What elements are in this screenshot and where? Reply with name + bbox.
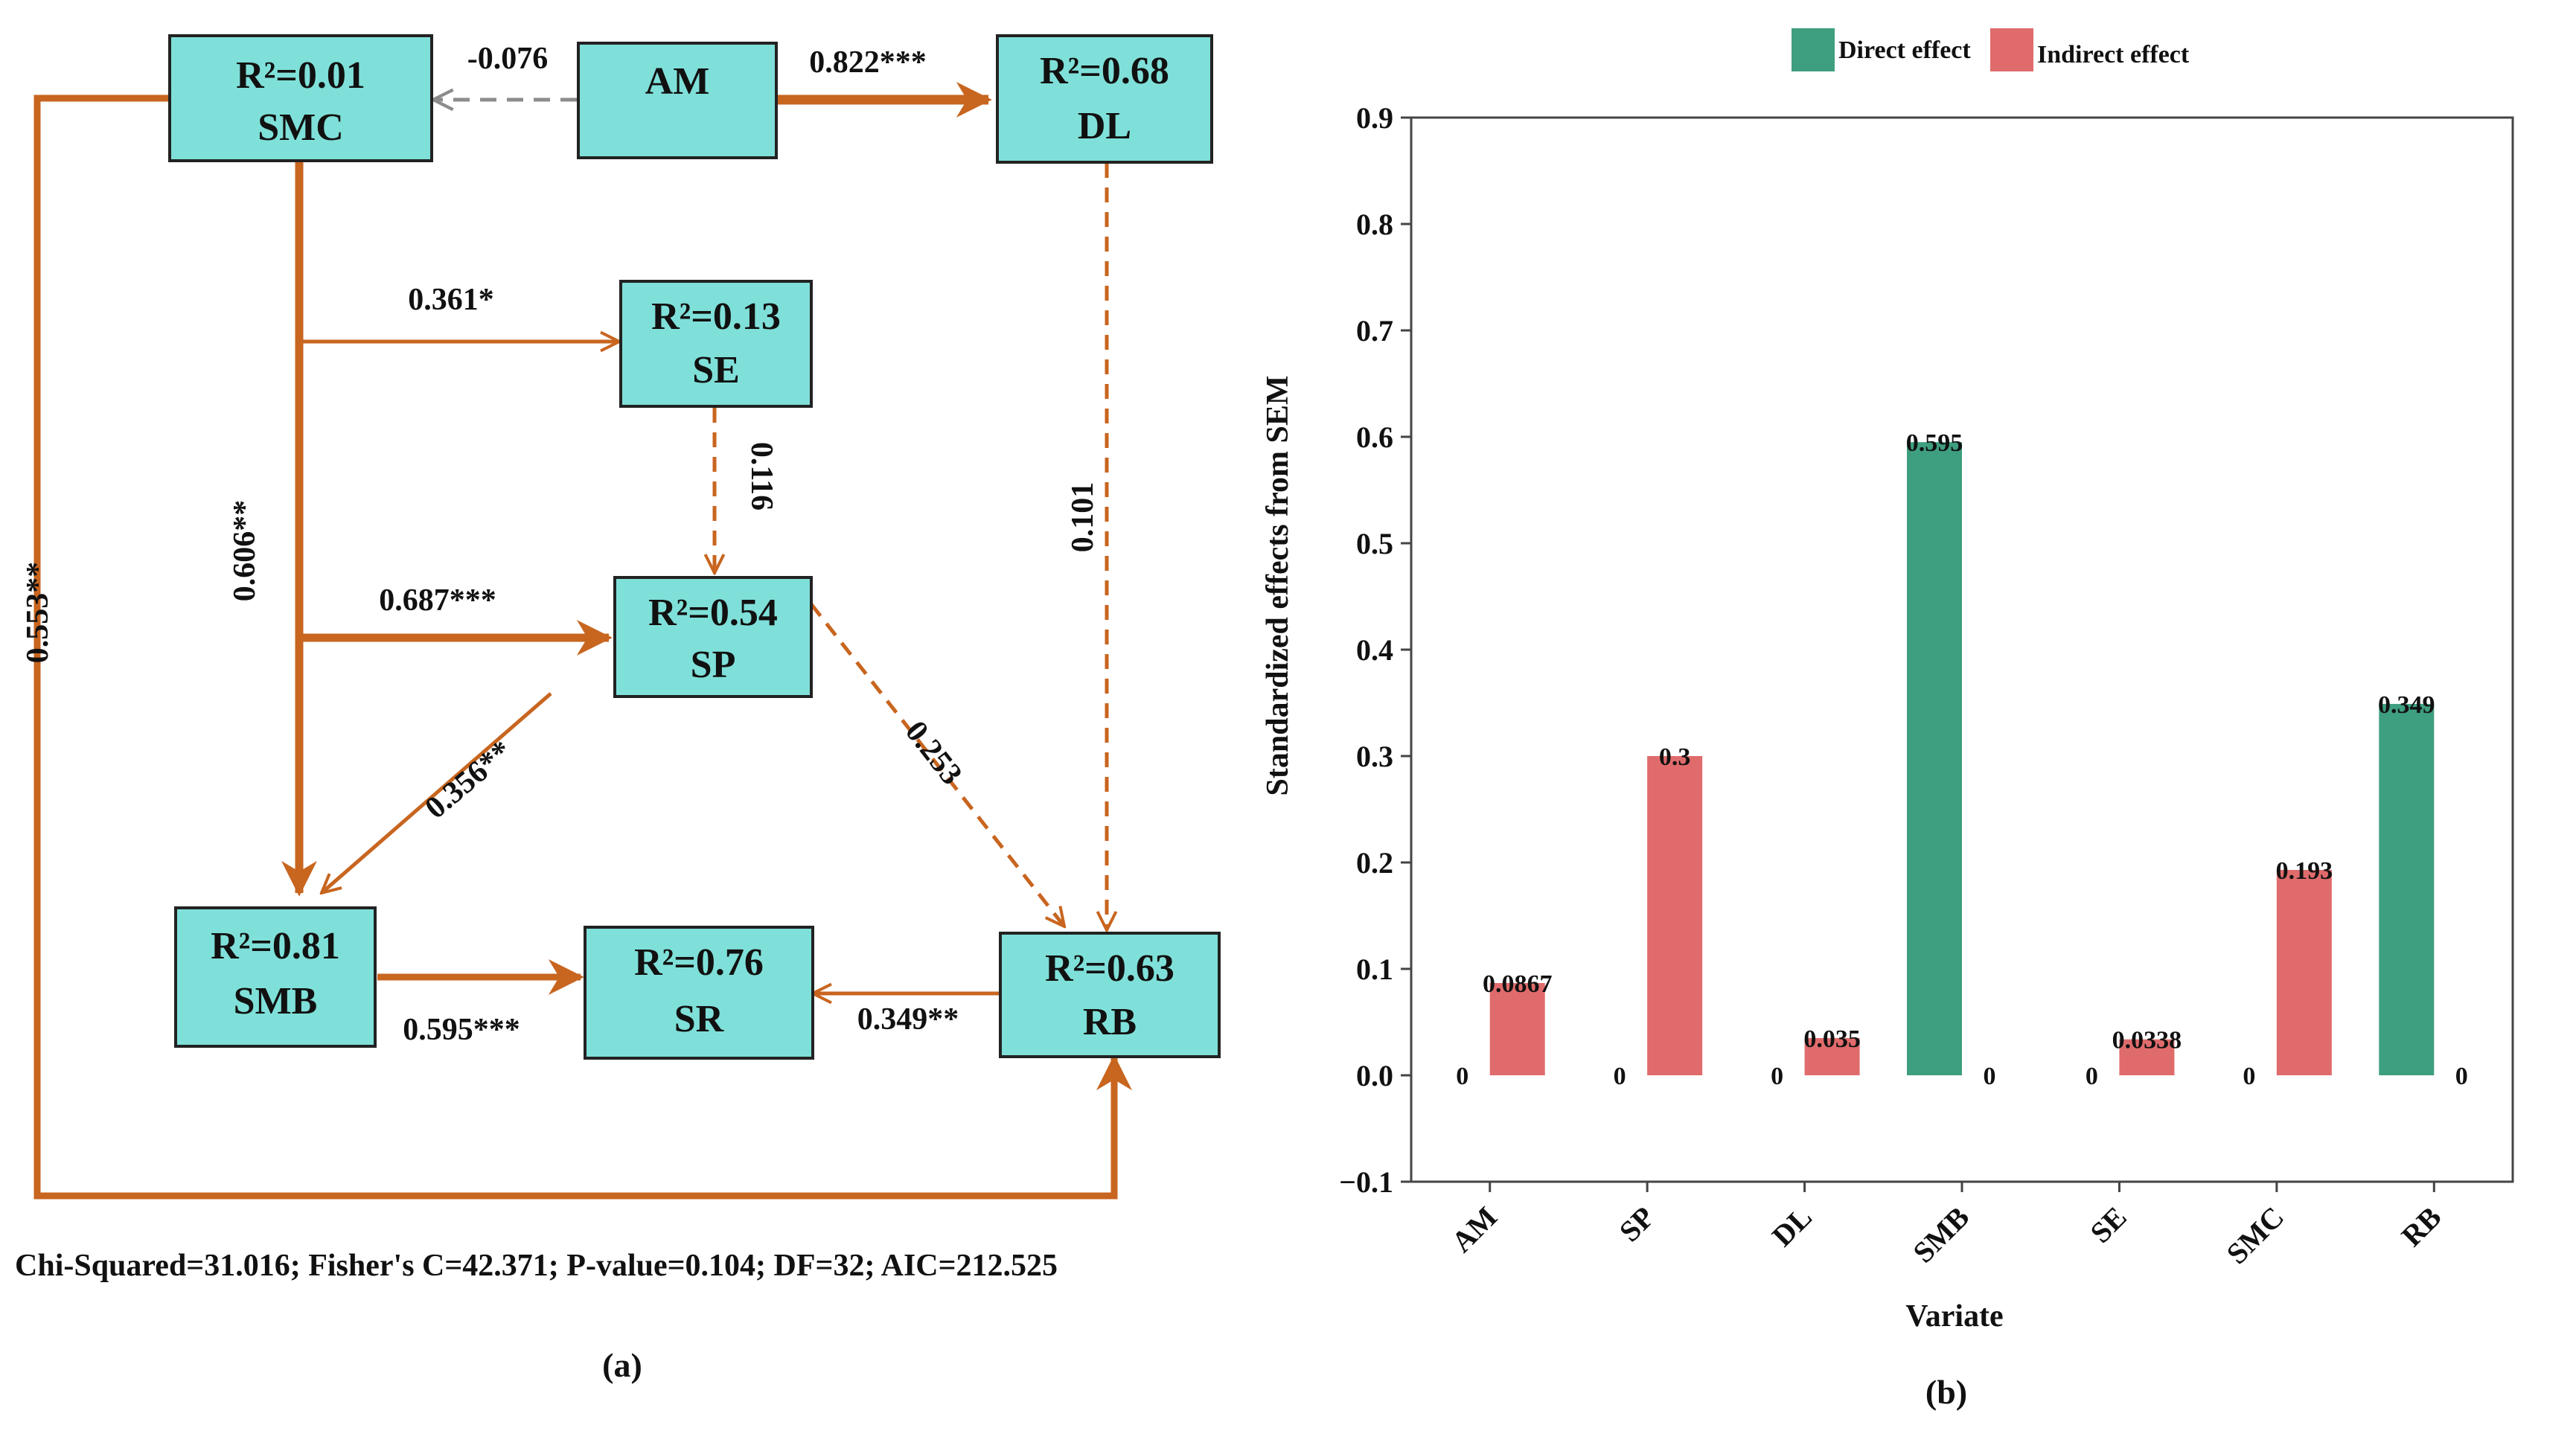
legend-swatch-direct bbox=[1792, 28, 1835, 71]
bar-label-direct-se: 0 bbox=[2086, 1063, 2098, 1090]
bar-label-direct-smc: 0 bbox=[2243, 1063, 2255, 1090]
bar-label-direct-dl: 0 bbox=[1771, 1063, 1783, 1090]
node-rb-name: RB bbox=[1083, 1001, 1137, 1043]
bar-value-labels: 0 0.0867 0 0.3 0 0.035 0.595 0 0 0.0338 0 0.193 0.34… bbox=[1456, 429, 2468, 1090]
node-dl-name: DL bbox=[1078, 105, 1131, 147]
node-se-r2: R²=0.13 bbox=[651, 295, 781, 338]
bar-label-direct-rb: 0.349 bbox=[2378, 691, 2435, 719]
coef-smc-se: 0.361* bbox=[408, 283, 494, 317]
y-tick-label: 0.2 bbox=[1356, 846, 1393, 880]
node-sr: R²=0.76 SR bbox=[584, 926, 814, 1060]
node-am-name: AM bbox=[645, 60, 710, 103]
bar-label-indirect-rb: 0 bbox=[2455, 1063, 2468, 1090]
x-tick-label-smc: SMC bbox=[2220, 1200, 2291, 1271]
y-tick-label: 0.6 bbox=[1356, 420, 1393, 454]
effects-bar-chart: Direct effect Indirect effect −0.1 0.0 0.1… bbox=[1261, 28, 2514, 1411]
bar-label-indirect-dl: 0.035 bbox=[1803, 1025, 1861, 1053]
bar-label-indirect-smc: 0.193 bbox=[2276, 857, 2333, 885]
chart-legend: Direct effect Indirect effect bbox=[1792, 28, 2190, 71]
bar-indirect-am bbox=[1489, 983, 1545, 1075]
node-smb: R²=0.81 SMB bbox=[174, 906, 377, 1048]
bar-indirect-sp bbox=[1647, 756, 1703, 1075]
bar-indirect-smc bbox=[2276, 870, 2332, 1075]
node-dl: R²=0.68 DL bbox=[996, 34, 1213, 164]
node-rb-r2: R²=0.63 bbox=[1045, 947, 1174, 990]
coef-smb-sr: 0.595*** bbox=[403, 1013, 520, 1047]
x-axis-title: Variate bbox=[1905, 1299, 2003, 1334]
coef-am-dl: 0.822*** bbox=[809, 45, 927, 80]
coef-dl-rb: 0.101 bbox=[1066, 482, 1100, 553]
path-sp-rb bbox=[810, 603, 1064, 926]
node-smb-r2: R²=0.81 bbox=[211, 925, 340, 967]
node-smc-r2: R²=0.01 bbox=[236, 54, 365, 97]
chart-bars bbox=[1489, 442, 2435, 1075]
bar-label-indirect-smb: 0 bbox=[1984, 1063, 1996, 1090]
y-tick-label: 0.8 bbox=[1356, 208, 1393, 241]
coef-smc-sp: 0.687*** bbox=[379, 583, 496, 618]
x-tick-label-dl: DL bbox=[1765, 1200, 1818, 1253]
x-tick-label-smb: SMB bbox=[1906, 1200, 1975, 1270]
node-smc-name: SMC bbox=[258, 106, 344, 149]
node-dl-r2: R²=0.68 bbox=[1040, 50, 1169, 92]
y-tick-label: 0.3 bbox=[1356, 740, 1393, 773]
x-tick-label-rb: RB bbox=[2395, 1200, 2448, 1253]
path-smc-rb bbox=[33, 95, 1132, 1200]
sem-paths bbox=[33, 82, 1132, 1200]
legend-label-indirect: Indirect effect bbox=[2037, 41, 2190, 68]
coef-smc-rb: 0.553** bbox=[21, 562, 55, 664]
legend-label-direct: Direct effect bbox=[1838, 36, 1971, 64]
coef-sp-smb: 0.356** bbox=[419, 734, 519, 826]
y-tick-label: 0.9 bbox=[1356, 101, 1393, 135]
node-sp-r2: R²=0.54 bbox=[648, 592, 778, 634]
node-sr-name: SR bbox=[674, 998, 725, 1040]
coef-am-smc: -0.076 bbox=[467, 42, 549, 76]
bar-direct-rb bbox=[2379, 703, 2435, 1075]
bar-label-indirect-sp: 0.3 bbox=[1659, 743, 1691, 771]
coef-rb-sr: 0.349** bbox=[857, 1002, 959, 1037]
node-smb-name: SMB bbox=[234, 980, 318, 1022]
y-axis-title: Standardized effects from SEM bbox=[1261, 376, 1295, 796]
bar-direct-smb bbox=[1907, 442, 1962, 1075]
y-tick-label: 0.1 bbox=[1356, 953, 1393, 986]
bar-indirect-dl bbox=[1804, 1037, 1860, 1075]
bar-label-indirect-am: 0.0867 bbox=[1483, 970, 1553, 998]
model-fit-stats: Chi-Squared=31.016; Fisher's C=42.371; P… bbox=[15, 1249, 1058, 1283]
node-se: R²=0.13 SE bbox=[619, 280, 813, 408]
node-sp-name: SP bbox=[691, 644, 736, 686]
node-sp: R²=0.54 SP bbox=[613, 576, 813, 698]
node-sr-r2: R²=0.76 bbox=[634, 941, 764, 984]
path-coefficients: -0.076 0.822*** 0.361* 0.116 0.101 0.606… bbox=[21, 42, 1100, 1047]
bar-indirect-se bbox=[2119, 1039, 2175, 1075]
y-tick-label: 0.4 bbox=[1356, 633, 1393, 667]
coef-se-sp: 0.116 bbox=[744, 442, 779, 510]
bar-label-indirect-se: 0.0338 bbox=[2112, 1027, 2182, 1054]
bar-label-direct-am: 0 bbox=[1456, 1063, 1468, 1090]
path-sp-smb bbox=[322, 692, 552, 893]
x-tick-label-sp: SP bbox=[1613, 1200, 1661, 1249]
y-tick-label: 0.0 bbox=[1356, 1059, 1393, 1092]
x-axis-ticks: AM SP DL SMB SE SMC RB bbox=[1445, 1182, 2448, 1270]
y-axis-ticks: −0.1 0.0 0.1 0.2 0.3 0.4 0.5 0.6 0.7 0.8 0.9 bbox=[1339, 101, 1411, 1199]
node-smc: R²=0.01 SMC bbox=[168, 34, 433, 162]
coef-smc-smb: 0.606** bbox=[228, 500, 262, 602]
y-tick-label: 0.5 bbox=[1356, 527, 1393, 560]
x-tick-label-se: SE bbox=[2083, 1200, 2132, 1249]
bar-label-direct-sp: 0 bbox=[1614, 1063, 1626, 1090]
plot-frame bbox=[1410, 116, 2514, 1183]
bar-label-direct-smb: 0.595 bbox=[1906, 429, 1963, 457]
node-rb: R²=0.63 RB bbox=[999, 932, 1221, 1058]
x-tick-label-am: AM bbox=[1445, 1200, 1503, 1259]
y-tick-label: 0.7 bbox=[1356, 314, 1393, 348]
node-se-name: SE bbox=[692, 349, 740, 391]
y-tick-label: −0.1 bbox=[1339, 1165, 1393, 1199]
panel-a-label: (a) bbox=[602, 1346, 642, 1384]
node-am: AM bbox=[577, 42, 778, 159]
panel-b-label: (b) bbox=[1925, 1373, 1967, 1411]
legend-swatch-indirect bbox=[1990, 28, 2033, 71]
sem-path-diagram: -0.076 0.822*** 0.361* 0.116 0.101 0.606… bbox=[15, 34, 1221, 1384]
